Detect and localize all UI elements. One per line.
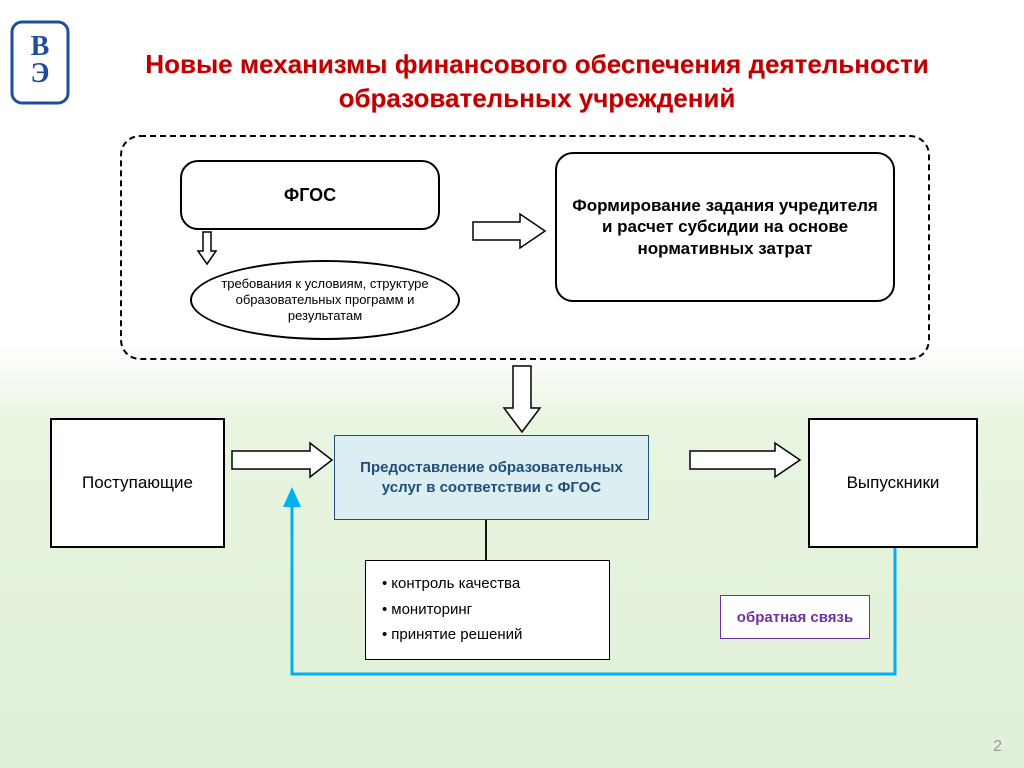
node-requirements-label: требования к условиям, структуре образов… bbox=[218, 276, 432, 325]
node-feedback: обратная связь bbox=[720, 595, 870, 639]
node-applicants-label: Поступающие bbox=[82, 472, 193, 493]
bullet-item: мониторинг bbox=[382, 597, 593, 623]
node-graduates-label: Выпускники bbox=[847, 472, 940, 493]
slide-title: Новые механизмы финансового обеспечения … bbox=[130, 48, 944, 116]
node-applicants: Поступающие bbox=[50, 418, 225, 548]
node-fgos-label: ФГОС bbox=[284, 184, 336, 207]
node-formation-label: Формирование задания учредителя и расчет… bbox=[567, 195, 883, 259]
bullet-item: контроль качества bbox=[382, 571, 593, 597]
node-fgos: ФГОС bbox=[180, 160, 440, 230]
bullets-box: контроль качества мониторинг принятие ре… bbox=[365, 560, 610, 660]
bullet-item: принятие решений bbox=[382, 622, 593, 648]
node-services: Предоставление образовательных услуг в с… bbox=[334, 435, 649, 520]
page-number: 2 bbox=[993, 738, 1002, 756]
node-services-label: Предоставление образовательных услуг в с… bbox=[347, 458, 636, 497]
svg-text:Э: Э bbox=[31, 58, 50, 89]
node-formation: Формирование задания учредителя и расчет… bbox=[555, 152, 895, 302]
hse-logo: В Э bbox=[10, 20, 70, 105]
node-feedback-label: обратная связь bbox=[737, 609, 853, 626]
node-requirements: требования к условиям, структуре образов… bbox=[190, 260, 460, 340]
node-graduates: Выпускники bbox=[808, 418, 978, 548]
